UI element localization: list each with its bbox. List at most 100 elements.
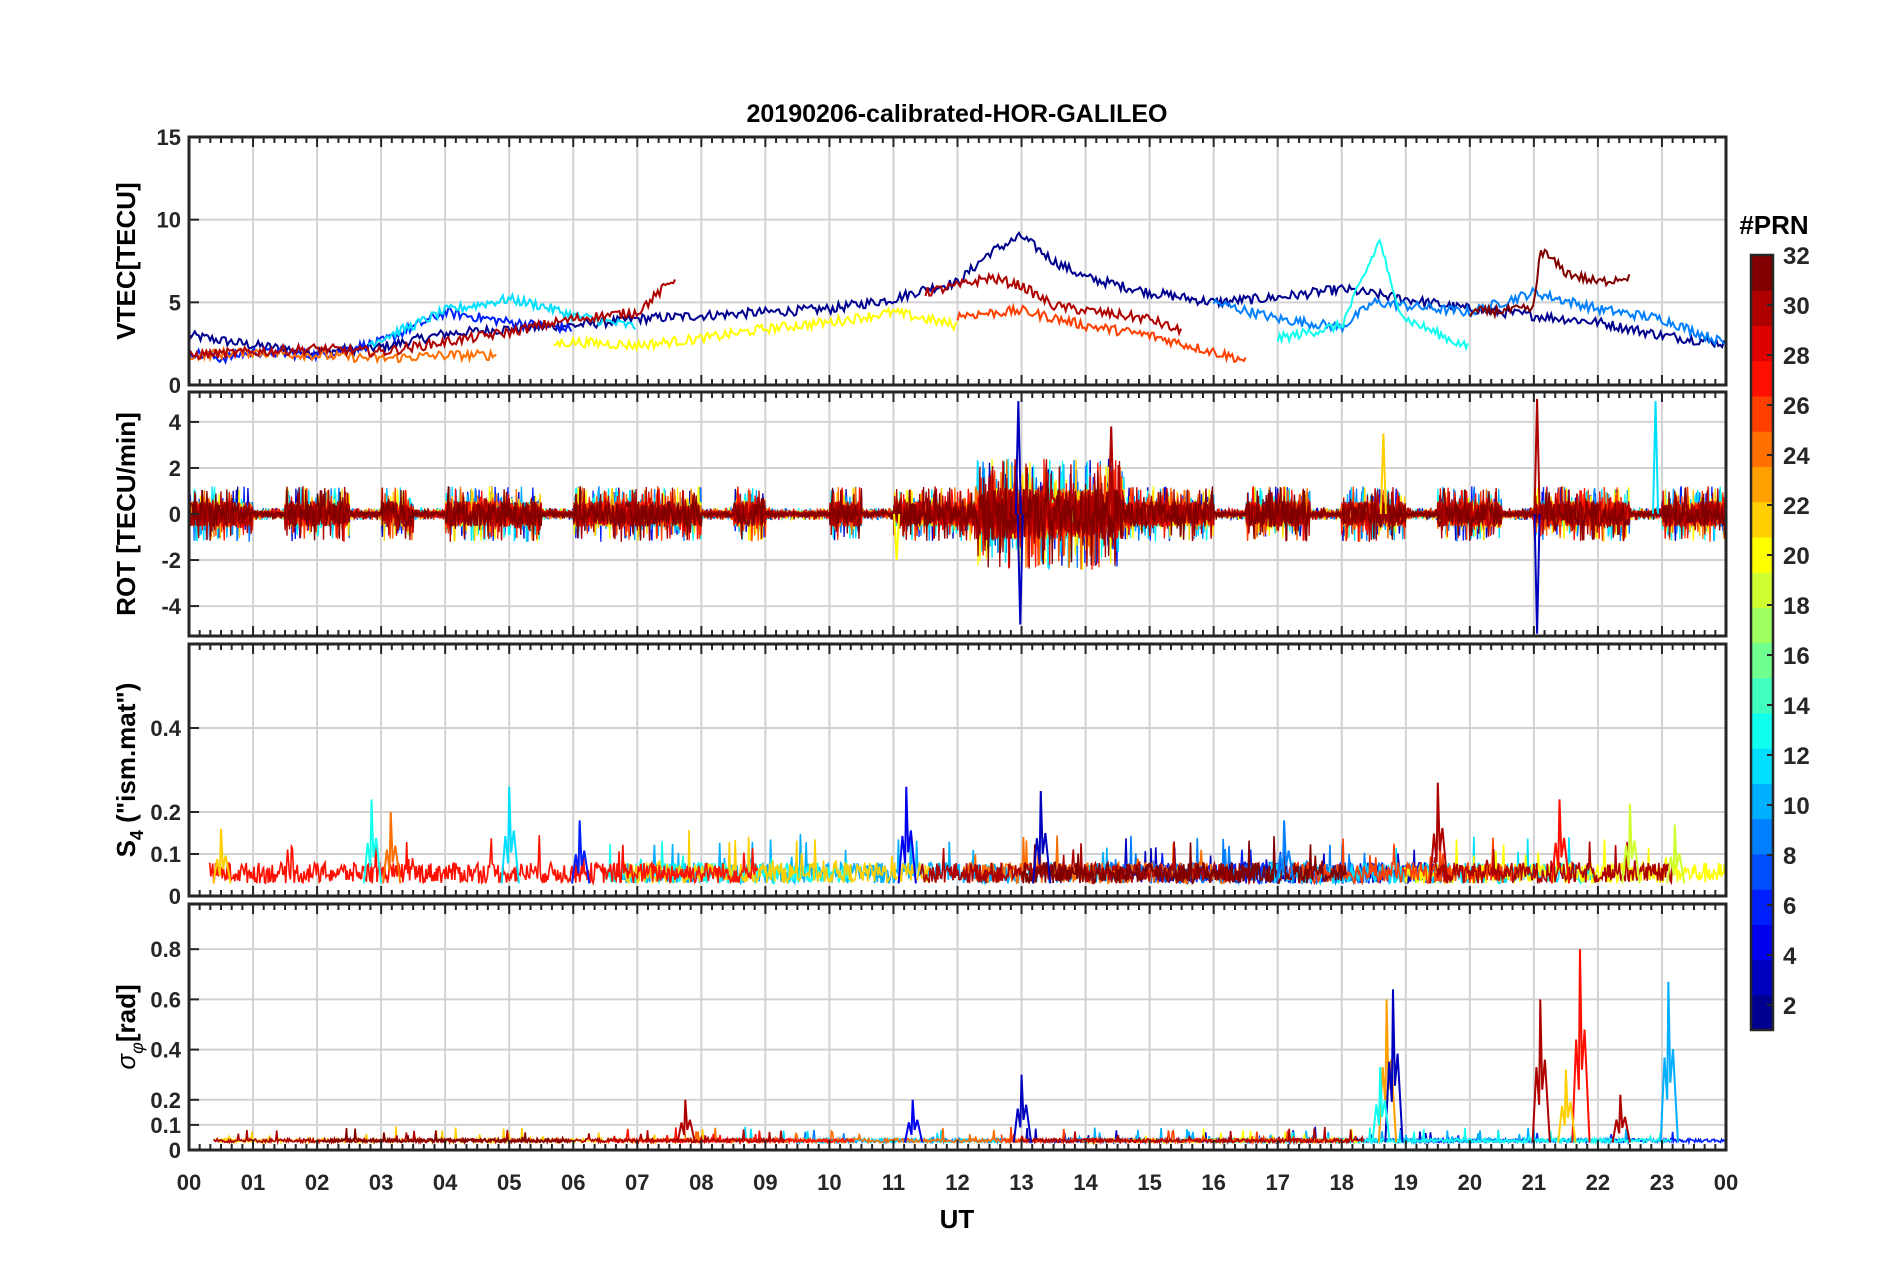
vtec-line-prn-12: [367, 291, 637, 349]
y-tick-label: 0: [169, 1138, 181, 1163]
sigma_phi-peak-prn-3: [1012, 1074, 1033, 1143]
x-tick-label: 23: [1650, 1170, 1674, 1195]
colorbar-segment: [1751, 607, 1773, 644]
s4-line-prn-28: [208, 835, 759, 886]
colorbar-tick-label: 8: [1783, 843, 1796, 870]
x-tick-label: 11: [882, 1170, 905, 1195]
colorbar-tick-label: 24: [1783, 443, 1810, 470]
tick-marks: [188, 392, 1727, 636]
rot-peak-prn-3: [1016, 513, 1024, 625]
x-tick-label: 09: [753, 1170, 777, 1195]
y-axis-label: σφ[rad]: [111, 984, 147, 1069]
sigma_phi-peak-prn-30: [1611, 1094, 1631, 1143]
y-tick-label: 2: [169, 456, 181, 481]
rot-peak-prn-30: [1533, 398, 1541, 515]
tick-marks: [188, 137, 1727, 385]
y-axis-label-sigma: σ: [111, 1053, 141, 1070]
x-tick-label: 06: [561, 1170, 585, 1195]
colorbar-tick-label: 22: [1783, 493, 1810, 520]
x-tick-label: 13: [1009, 1170, 1033, 1195]
x-tick-label: 04: [433, 1170, 458, 1195]
colorbar-tick-label: 6: [1783, 893, 1796, 920]
colorbar-tick-label: 18: [1783, 593, 1810, 620]
y-axis-label: S4 ("ism.mat"): [111, 683, 147, 858]
colorbar-segment: [1751, 818, 1773, 855]
rot-peak-prn-20: [893, 513, 901, 561]
x-tick-label: 22: [1586, 1170, 1610, 1195]
colorbar-segment: [1751, 889, 1773, 925]
grid: [189, 904, 1726, 1150]
y-tick-label: 0.6: [150, 987, 181, 1012]
tick-marks: [188, 644, 1727, 896]
colorbar-tick-label: 10: [1783, 793, 1810, 820]
s4-peak-prn-28: [1550, 799, 1571, 884]
colorbar-title: #PRN: [1739, 210, 1808, 240]
x-tick-label: 15: [1137, 1170, 1161, 1195]
y-tick-label: 0.8: [150, 937, 181, 962]
panel-s4: 0 0.1 0.2 0.4S4 ("ism.mat"): [111, 642, 1728, 909]
colorbar-tick-label: 28: [1783, 343, 1810, 370]
y-tick-label: -2: [161, 548, 181, 573]
colorbar-segment: [1751, 642, 1773, 679]
x-tick-label: 07: [625, 1170, 649, 1195]
colorbar-tick-label: 32: [1783, 243, 1810, 270]
s4-peak-prn-22: [212, 828, 232, 884]
colorbar-segment: [1751, 924, 1773, 961]
y-axis-label: VTEC[TECU]: [111, 182, 141, 339]
s4-peak-prn-18: [1621, 803, 1641, 884]
chart-title: 20190206-calibrated-HOR-GALILEO: [747, 100, 1168, 128]
rot-peak-prn-3: [1014, 401, 1022, 515]
y-tick-label: 0.1: [150, 842, 181, 867]
panel-sigma_phi: 00.10.20.40.60.8σφ[rad]: [111, 902, 1728, 1163]
plot-area: [189, 398, 1726, 634]
y-tick-label: 0.2: [150, 1088, 181, 1113]
x-tick-label: 08: [689, 1170, 713, 1195]
x-tick-label: 19: [1394, 1170, 1418, 1195]
x-tick-label: 05: [497, 1170, 521, 1195]
colorbar-segment: [1751, 290, 1773, 327]
x-tick-label: 02: [305, 1170, 329, 1195]
colorbar-tick-label: 20: [1783, 543, 1810, 570]
colorbar-segment: [1751, 959, 1773, 996]
s4-peak-prn-4: [897, 786, 917, 884]
colorbar-segment: [1751, 431, 1773, 467]
rot-line-prn-32: [189, 470, 1726, 568]
colorbar-segment: [1751, 395, 1773, 432]
sigma_phi-line-prn-31: [1019, 1126, 1365, 1146]
y-tick-label: 15: [157, 125, 181, 150]
panel-rot: -4 -2 0 2 4 ROT [TECU/min]: [111, 390, 1728, 638]
vtec-line-prn-20: [553, 306, 958, 353]
x-axis-label: UT: [940, 1204, 975, 1234]
colorbar-segment: [1751, 853, 1773, 890]
sigma_phi-peak-prn-3: [1384, 989, 1404, 1143]
y-tick-label: 0.2: [150, 800, 181, 825]
colorbar-tick-label: 12: [1783, 743, 1810, 770]
colorbar-segment: [1751, 536, 1773, 573]
colorbar-segment: [1751, 572, 1773, 608]
colorbar-segment: [1751, 994, 1773, 1031]
y-tick-label: 0.4: [150, 1038, 181, 1063]
rot-peak-prn-12: [1651, 401, 1660, 515]
s4-peak-prn-11: [500, 786, 520, 884]
colorbar-tick-label: 26: [1783, 393, 1810, 420]
y-axis-label-sub: 4: [127, 830, 147, 840]
x-axis: 00 01 02 03 04 05 06 07 08 09 10 11 12 13 14 15 16 17 18 19…: [177, 1170, 1738, 1195]
y-axis-label-rest: ("ism.mat"): [111, 683, 141, 830]
y-axis-label-sub: φ: [127, 1042, 147, 1054]
sigma_phi-peak-prn-28: [1571, 949, 1591, 1143]
grid: [189, 137, 1726, 385]
s4-peak-prn-3: [1032, 790, 1052, 884]
x-tick-label: 00: [1714, 1170, 1738, 1195]
colorbar-segment: [1751, 466, 1773, 503]
colorbar-segment: [1751, 677, 1773, 714]
colorbar-segment: [1751, 255, 1773, 291]
colorbar-segment: [1751, 783, 1773, 820]
vtec-line-prn-26: [956, 302, 1247, 364]
vtec-line-prn-32: [1468, 248, 1631, 320]
rot-peak-prn-30: [1107, 426, 1115, 515]
x-tick-label: 16: [1201, 1170, 1225, 1195]
x-tick-label: 00: [177, 1170, 201, 1195]
